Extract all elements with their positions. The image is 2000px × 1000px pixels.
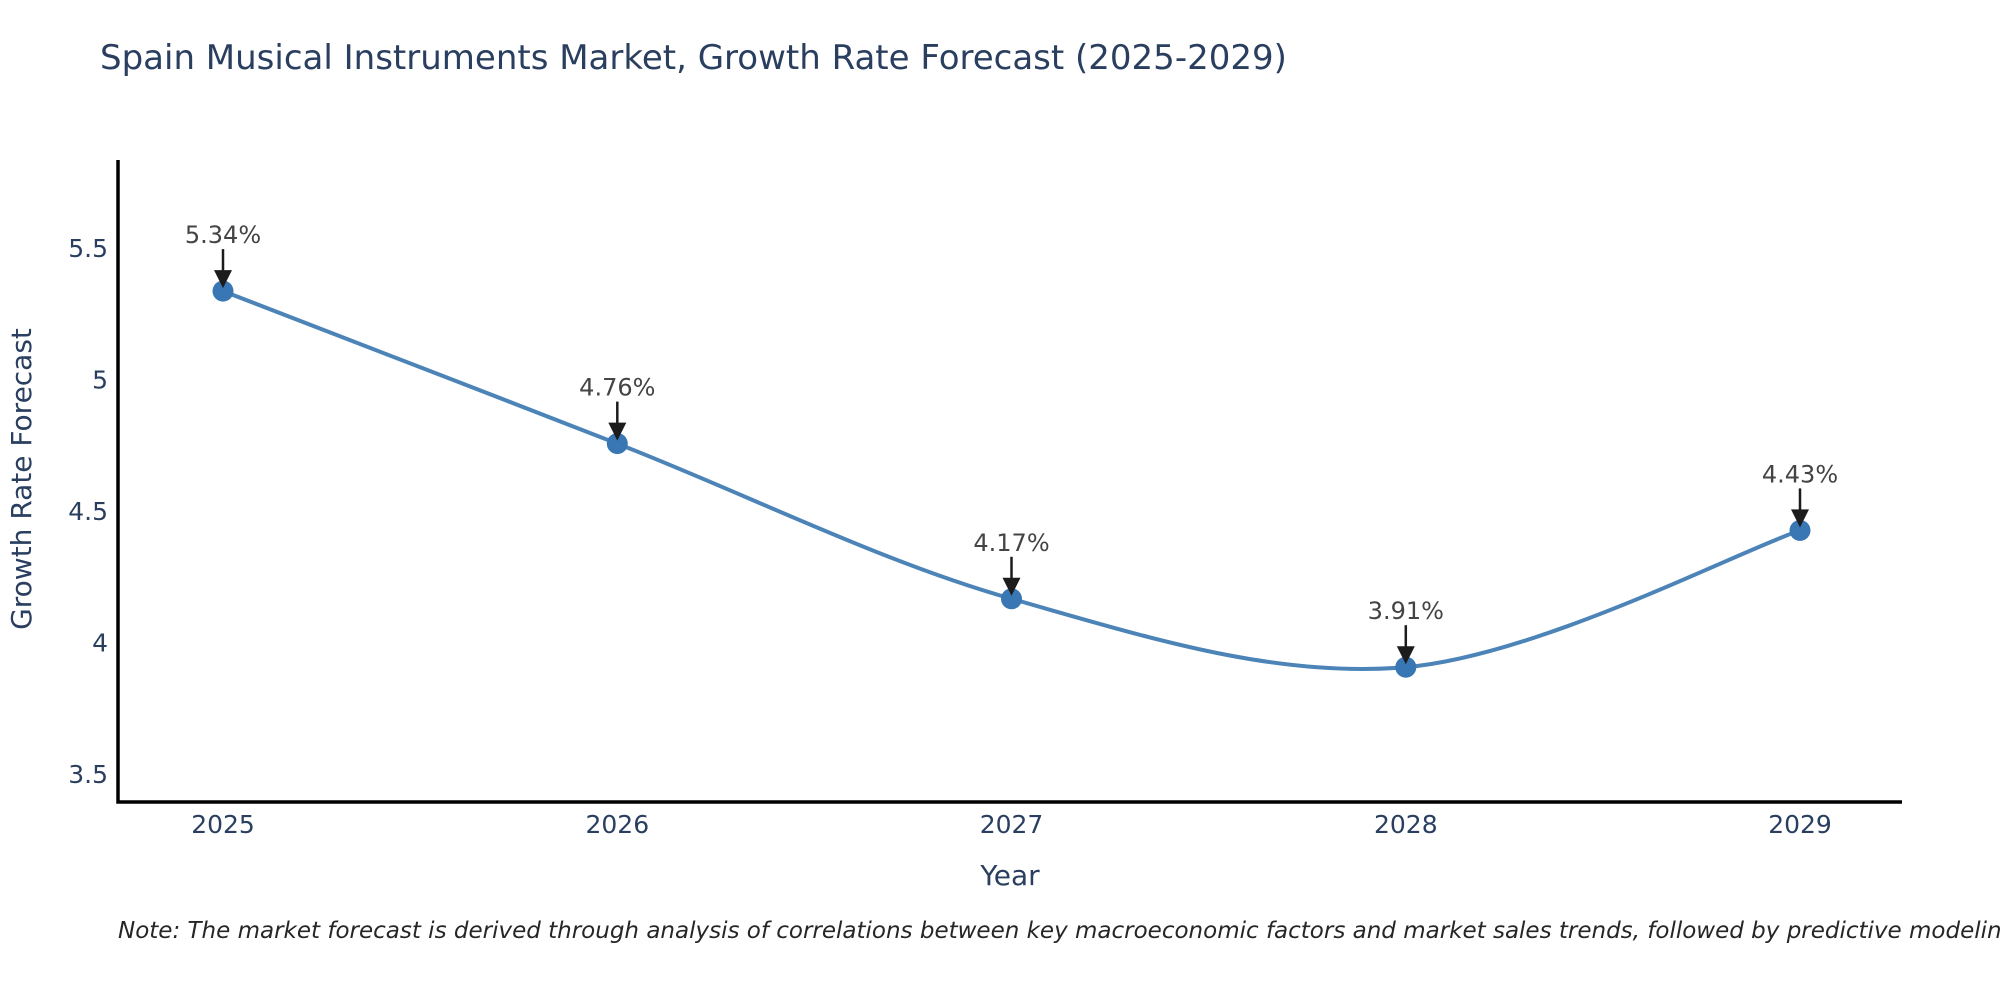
point-value-label: 4.17%	[973, 529, 1049, 557]
annotation-arrow-head	[1396, 646, 1415, 665]
footnote: Note: The market forecast is derived thr…	[118, 918, 2000, 944]
data-point-marker	[1395, 656, 1417, 678]
point-annotations: 5.34% 4.76% 4.17% 3.91% 4.43%	[185, 221, 1838, 665]
axis-spines	[116, 160, 1902, 804]
point-value-label: 4.43%	[1762, 460, 1838, 488]
x-tick-label: 2029	[1768, 810, 1832, 839]
y-tick-label: 3.5	[68, 760, 108, 789]
annotation-arrow-head	[214, 270, 232, 289]
annotation-arrow-head	[1002, 577, 1021, 596]
data-series	[212, 280, 1811, 678]
x-tick-label: 2025	[191, 810, 255, 839]
x-tick-label: 2028	[1374, 810, 1438, 839]
x-axis-title: Year	[979, 859, 1040, 892]
y-axis-title: Growth Rate Forecast	[5, 328, 38, 630]
x-tick-label: 2027	[980, 810, 1044, 839]
data-point-marker	[606, 433, 628, 455]
x-tick-label: 2026	[585, 810, 649, 839]
annotation-arrow-head	[608, 422, 627, 441]
data-point-marker	[1789, 519, 1811, 541]
point-value-label: 3.91%	[1368, 597, 1444, 625]
data-point-marker	[212, 280, 234, 302]
chart-title: Spain Musical Instruments Market, Growth…	[100, 38, 1287, 78]
data-point-marker	[1001, 588, 1022, 610]
annotation-arrow-head	[1791, 509, 1809, 528]
y-tick-label: 4.5	[68, 497, 108, 526]
axes	[116, 160, 1902, 804]
y-tick-label: 4	[92, 629, 108, 658]
growth-rate-line	[221, 289, 1802, 672]
point-value-label: 5.34%	[185, 221, 261, 249]
y-tick-label: 5.5	[68, 234, 108, 263]
y-tick-label: 5	[92, 366, 108, 395]
point-value-label: 4.76%	[579, 374, 655, 402]
tick-labels: 3.5 4 4.5 5 5.5 2025 2026 2027 2028 2029	[68, 234, 1832, 839]
